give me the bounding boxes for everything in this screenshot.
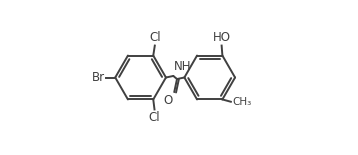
Text: NH: NH xyxy=(174,60,191,73)
Text: Cl: Cl xyxy=(149,111,160,124)
Text: O: O xyxy=(163,94,173,107)
Text: Br: Br xyxy=(92,71,105,84)
Text: CH₃: CH₃ xyxy=(232,97,251,107)
Text: HO: HO xyxy=(213,31,231,44)
Text: Cl: Cl xyxy=(149,31,161,44)
